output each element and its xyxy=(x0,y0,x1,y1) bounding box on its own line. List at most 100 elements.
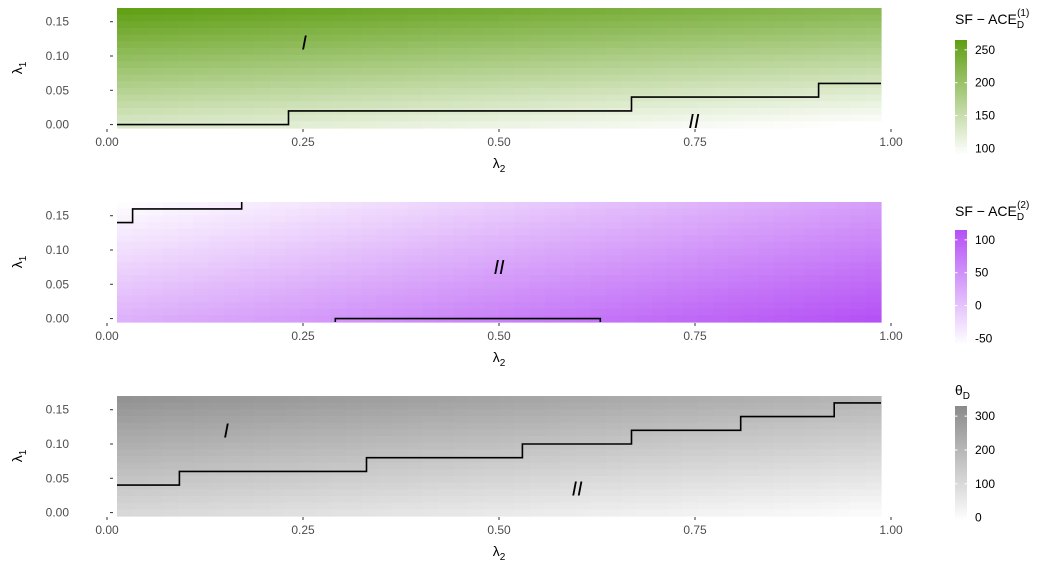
heatmap-tile xyxy=(529,262,546,270)
heatmap-tile xyxy=(621,422,638,430)
heatmap-tile xyxy=(697,409,714,417)
heatmap-tile xyxy=(437,121,454,129)
heatmap-tile xyxy=(804,482,821,490)
heatmap-tile xyxy=(789,308,806,316)
heatmap-tile xyxy=(223,248,240,256)
heatmap-tile xyxy=(850,302,867,310)
heatmap-tile xyxy=(758,248,775,256)
y-tick-label: 0.10 xyxy=(46,49,70,63)
heatmap-tile xyxy=(193,262,210,270)
heatmap-tile xyxy=(651,275,668,283)
heatmap-tile xyxy=(300,288,317,296)
heatmap-tile xyxy=(453,496,470,504)
heatmap-tile xyxy=(697,235,714,243)
heatmap-tile xyxy=(193,114,210,122)
heatmap-tile xyxy=(239,222,256,230)
heatmap-tile xyxy=(193,28,210,36)
heatmap-tile xyxy=(728,288,745,296)
heatmap-tile xyxy=(865,402,882,410)
heatmap-tile xyxy=(621,8,638,16)
heatmap-tile xyxy=(162,81,179,89)
heatmap-tile xyxy=(575,94,592,102)
heatmap-tile xyxy=(178,422,194,430)
heatmap-tile xyxy=(835,509,852,517)
heatmap-tile xyxy=(682,496,699,504)
heatmap-tile xyxy=(208,21,225,29)
heatmap-tile xyxy=(697,248,714,256)
heatmap-tile xyxy=(651,248,668,256)
heatmap-tile xyxy=(804,54,821,62)
heatmap-tile xyxy=(590,462,607,470)
heatmap-tile xyxy=(819,482,836,490)
heatmap-tile xyxy=(132,476,149,484)
heatmap-tile xyxy=(330,215,347,223)
heatmap-tile xyxy=(651,61,668,69)
heatmap-tile xyxy=(422,402,439,410)
heatmap-tile xyxy=(117,295,133,303)
heatmap-tile xyxy=(285,288,301,296)
heatmap-tile xyxy=(819,235,836,243)
heatmap-tile xyxy=(392,422,408,430)
heatmap-tile xyxy=(758,462,775,470)
heatmap-tile xyxy=(697,282,714,290)
heatmap-tile xyxy=(682,68,699,76)
heatmap-tile xyxy=(285,88,301,96)
heatmap-tile xyxy=(499,54,515,62)
heatmap-tile xyxy=(269,429,286,437)
heatmap-tile xyxy=(254,41,271,49)
heatmap-tile xyxy=(544,449,561,457)
heatmap-tile xyxy=(758,34,775,42)
heatmap-tile xyxy=(697,442,714,450)
heatmap-tile xyxy=(605,295,622,303)
heatmap-tile xyxy=(667,489,683,497)
heatmap-tile xyxy=(743,396,760,404)
heatmap-tile xyxy=(835,21,852,29)
heatmap-tile xyxy=(682,248,699,256)
heatmap-tile xyxy=(850,61,867,69)
x-tick-label: 0.25 xyxy=(291,329,315,343)
heatmap-tile xyxy=(758,409,775,417)
heatmap-tile xyxy=(865,275,882,283)
heatmap-tile xyxy=(346,74,363,82)
heatmap-tile xyxy=(728,462,745,470)
heatmap-tile xyxy=(453,449,470,457)
heatmap-tile xyxy=(636,268,653,276)
heatmap-tile xyxy=(560,74,576,82)
heatmap-tile xyxy=(315,81,332,89)
heatmap-tile xyxy=(835,54,852,62)
heatmap-tile xyxy=(850,429,867,437)
heatmap-tile xyxy=(651,288,668,296)
heatmap-tile xyxy=(605,409,622,417)
heatmap-tile xyxy=(865,101,882,109)
heatmap-tile xyxy=(117,469,133,477)
heatmap-tile xyxy=(407,462,424,470)
heatmap-tile xyxy=(621,509,638,517)
heatmap-tile xyxy=(789,41,806,49)
heatmap-tile xyxy=(850,88,867,96)
heatmap-tile xyxy=(422,242,439,250)
heatmap-tile xyxy=(162,61,179,69)
heatmap-tile xyxy=(285,68,301,76)
heatmap-tile xyxy=(529,489,546,497)
heatmap-tile xyxy=(285,315,301,323)
heatmap-tile xyxy=(514,282,531,290)
heatmap-tile xyxy=(193,482,210,490)
heatmap-tile xyxy=(239,456,256,464)
heatmap-tile xyxy=(193,88,210,96)
heatmap-tile xyxy=(712,208,729,216)
heatmap-tile xyxy=(376,248,393,256)
heatmap-tile xyxy=(346,21,363,29)
heatmap-tile xyxy=(208,268,225,276)
heatmap-tile xyxy=(422,482,439,490)
heatmap-tile xyxy=(453,469,470,477)
heatmap-tile xyxy=(605,202,622,210)
heatmap-tile xyxy=(269,509,286,517)
heatmap-tile xyxy=(667,502,683,510)
heatmap-tile xyxy=(835,282,852,290)
heatmap-tile xyxy=(346,54,363,62)
heatmap-tile xyxy=(223,268,240,276)
heatmap-tile xyxy=(544,302,561,310)
heatmap-tile xyxy=(514,436,531,444)
heatmap-tile xyxy=(147,215,164,223)
heatmap-tile xyxy=(422,302,439,310)
